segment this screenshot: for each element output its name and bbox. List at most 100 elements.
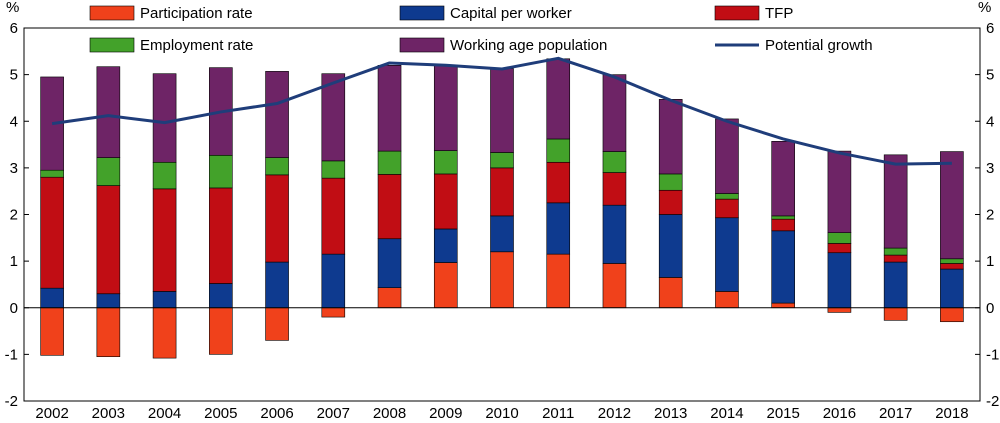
- bar-segment-tfp: [546, 161, 571, 204]
- y-tick-label-right: 5: [986, 67, 994, 84]
- legend-item: Capital per worker: [399, 5, 572, 22]
- bar-segment-employment-rate: [940, 258, 964, 264]
- y-tick-label-right: 0: [986, 300, 994, 317]
- bar-segment-capital-per-worker: [96, 293, 121, 309]
- unit-label-left: %: [6, 0, 19, 16]
- bar-segment-working-age-population: [433, 65, 458, 151]
- bar-segment-capital-per-worker: [658, 214, 683, 278]
- x-tick-label: 2017: [879, 405, 912, 422]
- x-tick-label: 2002: [35, 405, 68, 422]
- potential-growth-line: [51, 56, 952, 166]
- x-tick-label: 2004: [148, 405, 181, 422]
- x-tick-label: 2008: [373, 405, 406, 422]
- bar-segment-capital-per-worker: [152, 291, 177, 309]
- bar-segment-working-age-population: [771, 140, 795, 217]
- bar-segment-employment-rate: [96, 157, 121, 186]
- bar-segment-participation-rate: [715, 291, 739, 309]
- y-tick-label-left: 4: [10, 113, 18, 130]
- bar-segment-participation-rate: [377, 287, 402, 309]
- bar-segment-participation-rate: [209, 307, 233, 355]
- y-tick-label-right: 2: [986, 207, 994, 224]
- bars-group: [40, 58, 964, 359]
- legend-item: TFP: [714, 5, 793, 22]
- y-tick-label-right: 6: [986, 20, 994, 37]
- bar-segment-capital-per-worker: [490, 215, 514, 253]
- bar-segment-capital-per-worker: [321, 253, 346, 309]
- bar-segment-working-age-population: [546, 58, 571, 140]
- bar-segment-employment-rate: [883, 247, 908, 256]
- bar-segment-working-age-population: [827, 150, 852, 233]
- bar-segment-capital-per-worker: [771, 230, 795, 304]
- bar-segment-working-age-population: [940, 151, 964, 260]
- bar-segment-capital-per-worker: [377, 238, 402, 289]
- legend-swatch: [714, 5, 760, 21]
- x-tick-label: 2003: [92, 405, 125, 422]
- y-tick-label-left: 3: [10, 160, 18, 177]
- bar-segment-working-age-population: [658, 99, 683, 175]
- x-tick-label: 2009: [429, 405, 462, 422]
- bar-segment-tfp: [96, 185, 121, 295]
- x-tick-label: 2010: [485, 405, 518, 422]
- bar-segment-employment-rate: [490, 152, 514, 169]
- bar-segment-working-age-population: [377, 65, 402, 152]
- legend-item: Participation rate: [89, 5, 253, 22]
- bar-segment-working-age-population: [152, 73, 177, 163]
- y-tick-label-left: 2: [10, 207, 18, 224]
- line-group: [51, 56, 952, 166]
- y-tick-label-right: 1: [986, 253, 994, 270]
- bar-segment-employment-rate: [377, 150, 402, 175]
- x-tick-label: 2012: [598, 405, 631, 422]
- x-tick-label: 2011: [542, 405, 574, 422]
- bar-segment-tfp: [265, 174, 289, 263]
- bar-segment-employment-rate: [546, 138, 571, 163]
- bar-segment-employment-rate: [265, 157, 289, 176]
- bar-segment-participation-rate: [96, 307, 121, 358]
- legend-label: TFP: [765, 5, 793, 22]
- bar-segment-participation-rate: [490, 251, 514, 309]
- bar-segment-tfp: [771, 218, 795, 232]
- bar-segment-employment-rate: [40, 169, 64, 178]
- bar-segment-employment-rate: [658, 173, 683, 191]
- legend-label: Participation rate: [140, 5, 253, 22]
- bar-segment-tfp: [940, 263, 964, 270]
- bar-segment-participation-rate: [265, 307, 289, 341]
- bar-segment-tfp: [827, 243, 852, 254]
- bar-segment-capital-per-worker: [602, 204, 627, 264]
- bar-segment-participation-rate: [827, 307, 852, 313]
- x-tick-label: 2018: [935, 405, 968, 422]
- x-tick-label: 2013: [654, 405, 687, 422]
- bar-segment-working-age-population: [715, 118, 739, 194]
- bar-segment-capital-per-worker: [40, 287, 64, 309]
- bar-segment-employment-rate: [602, 151, 627, 173]
- bar-segment-capital-per-worker: [715, 217, 739, 292]
- bar-segment-employment-rate: [827, 232, 852, 244]
- bar-segment-participation-rate: [602, 263, 627, 309]
- bar-segment-capital-per-worker: [265, 261, 289, 309]
- bar-segment-tfp: [883, 254, 908, 263]
- legend: Participation rate Capital per worker TFP E…: [89, 5, 873, 54]
- x-tick-label: 2015: [766, 405, 799, 422]
- bar-segment-participation-rate: [940, 307, 964, 323]
- legend-item: Working age population: [399, 37, 607, 54]
- y-tick-label-right: 3: [986, 160, 994, 177]
- unit-label-right: %: [978, 0, 991, 16]
- bar-segment-participation-rate: [658, 277, 683, 309]
- bar-segment-employment-rate: [715, 193, 739, 200]
- bar-segment-participation-rate: [771, 302, 795, 309]
- bar-segment-working-age-population: [490, 68, 514, 153]
- y-tick-label-left: 1: [10, 253, 18, 270]
- bar-segment-tfp: [209, 187, 233, 284]
- legend-label: Working age population: [450, 37, 607, 54]
- bar-segment-working-age-population: [883, 154, 908, 249]
- bar-segment-capital-per-worker: [209, 283, 233, 309]
- legend-item: Employment rate: [89, 37, 253, 54]
- bar-segment-employment-rate: [771, 215, 795, 220]
- x-tick-label: 2005: [204, 405, 237, 422]
- bar-segment-working-age-population: [602, 74, 627, 152]
- bar-segment-tfp: [658, 189, 683, 215]
- bar-segment-working-age-population: [265, 71, 289, 158]
- bar-segment-tfp: [433, 173, 458, 230]
- bar-segment-tfp: [490, 167, 514, 217]
- x-tick-label: 2016: [823, 405, 856, 422]
- legend-swatch: [399, 5, 445, 21]
